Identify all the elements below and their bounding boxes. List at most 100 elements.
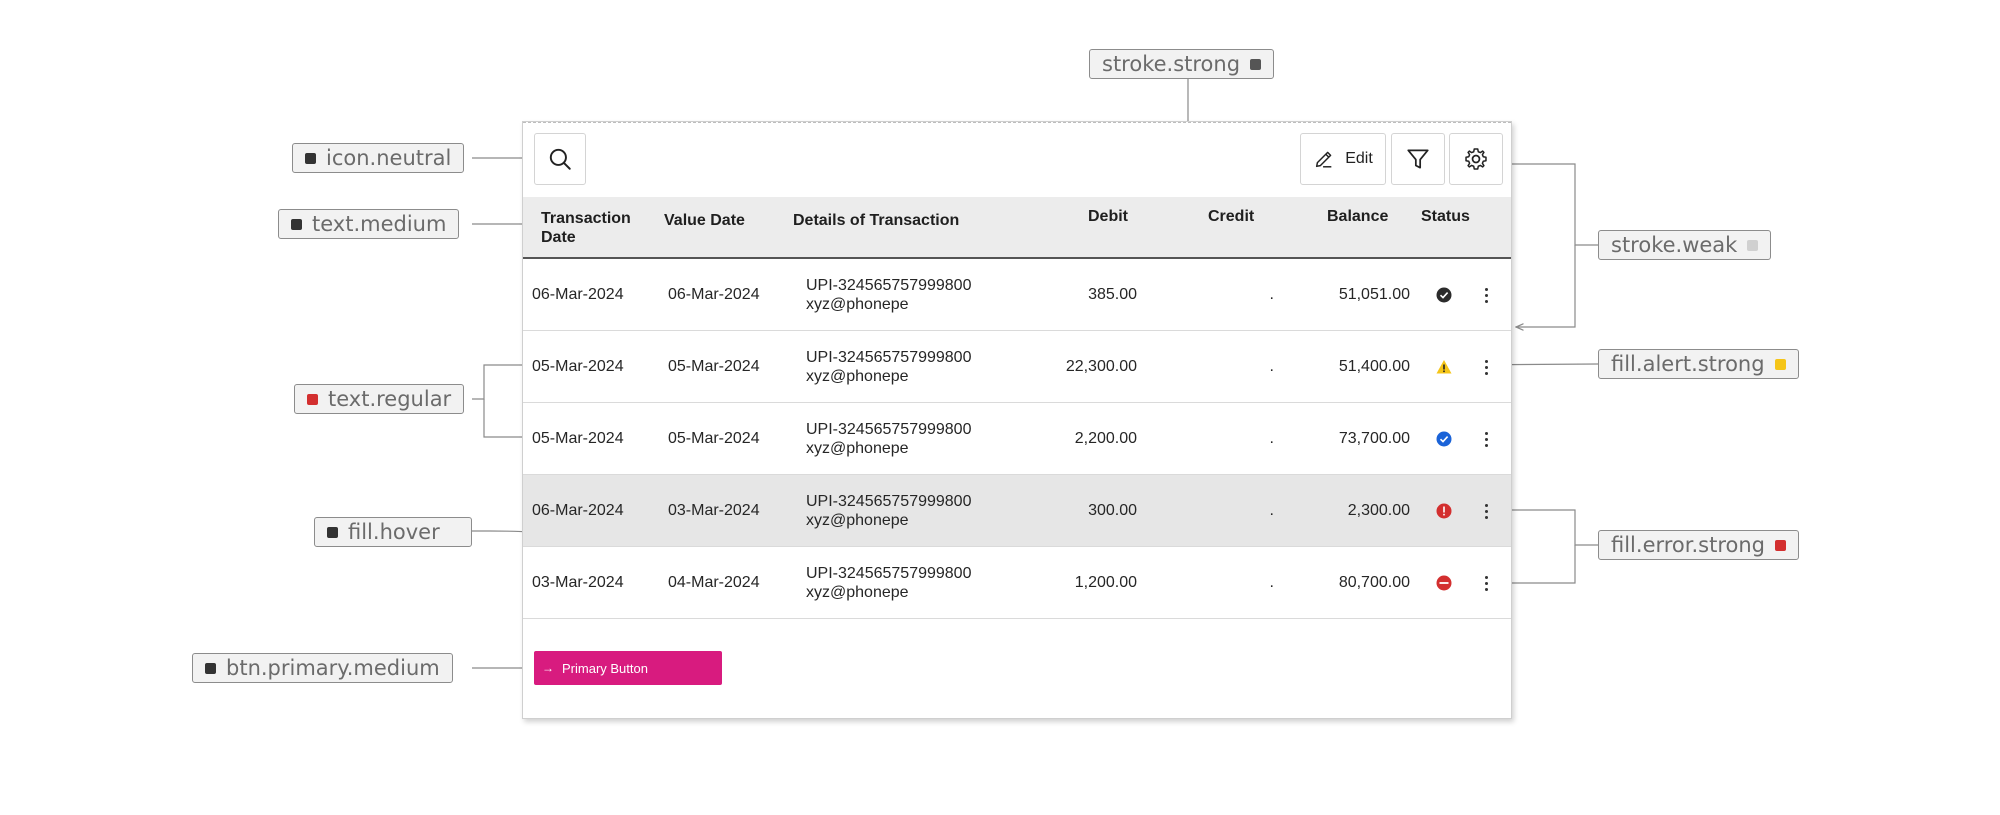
annotation-text-medium: text.medium — [278, 209, 460, 239]
annotation-label: stroke.weak — [1611, 233, 1738, 257]
transaction-ref: UPI-324565757999800 — [806, 565, 972, 582]
annotation-label: fill.hover — [348, 520, 440, 544]
transaction-ref: UPI-324565757999800 — [806, 349, 972, 366]
cell-balance: 2,300.00 — [1347, 502, 1410, 519]
header-credit[interactable]: Credit — [1208, 208, 1255, 225]
transaction-ref: UPI-324565757999800 — [806, 493, 972, 510]
swatch — [1775, 539, 1786, 551]
cell-credit: . — [1269, 286, 1274, 303]
cell-transaction-date: 06-Mar-2024 — [532, 502, 624, 519]
transaction-payee: xyz@phonepe — [806, 440, 909, 457]
cell-credit: . — [1269, 430, 1274, 447]
gear-icon — [1465, 148, 1487, 170]
cell-debit: 385.00 — [1088, 286, 1137, 303]
cell-balance: 80,700.00 — [1338, 574, 1410, 591]
cell-value-date: 05-Mar-2024 — [668, 358, 760, 375]
status-warning-icon — [1436, 360, 1452, 374]
cell-balance: 73,700.00 — [1338, 430, 1410, 447]
cell-value-date: 06-Mar-2024 — [668, 286, 760, 303]
table-row[interactable]: 05-Mar-2024 05-Mar-2024 UPI-32456575799980… — [523, 331, 1511, 403]
header-balance[interactable]: Balance — [1327, 208, 1389, 225]
header-value-date[interactable]: Value Date — [664, 212, 745, 229]
search-button[interactable] — [534, 133, 586, 185]
status-error-icon — [1436, 503, 1452, 519]
cell-credit: . — [1269, 358, 1274, 375]
annotation-fill-alert-strong: fill.alert.strong — [1598, 349, 1799, 379]
transaction-ref: UPI-324565757999800 — [806, 421, 972, 438]
cell-debit: 1,200.00 — [1074, 574, 1137, 591]
transaction-payee: xyz@phonepe — [806, 368, 909, 385]
swatch — [291, 218, 302, 230]
filter-icon — [1407, 149, 1429, 169]
swatch — [305, 152, 316, 164]
table-row[interactable]: 05-Mar-2024 05-Mar-2024 UPI-32456575799980… — [523, 403, 1511, 475]
cell-details: UPI-324565757999800 xyz@phonepe — [806, 475, 971, 547]
row-menu-icon[interactable] — [1481, 285, 1491, 305]
annotation-label: text.medium — [312, 212, 447, 236]
annotation-label: text.regular — [328, 387, 452, 411]
status-blocked-icon — [1436, 575, 1452, 591]
cell-transaction-date: 05-Mar-2024 — [532, 430, 624, 447]
primary-button[interactable]: → Primary Button — [534, 651, 722, 685]
filter-button[interactable] — [1391, 133, 1445, 185]
arrow-right-icon: → — [542, 661, 554, 675]
search-icon — [549, 148, 571, 170]
row-menu-icon[interactable] — [1481, 501, 1491, 521]
transaction-ref: UPI-324565757999800 — [806, 277, 972, 294]
row-menu-icon[interactable] — [1481, 429, 1491, 449]
swatch — [307, 393, 318, 405]
table-row[interactable]: 06-Mar-2024 03-Mar-2024 UPI-32456575799980… — [523, 475, 1511, 547]
cell-balance: 51,400.00 — [1338, 358, 1410, 375]
annotation-label: btn.primary.medium — [226, 656, 440, 680]
annotation-fill-hover: fill.hover — [314, 517, 472, 547]
cell-details: UPI-324565757999800 xyz@phonepe — [806, 259, 971, 331]
swatch — [327, 526, 338, 538]
annotation-label: fill.alert.strong — [1611, 352, 1765, 376]
card-top-border — [523, 122, 1511, 123]
cell-details: UPI-324565757999800 xyz@phonepe — [806, 403, 971, 475]
annotation-text-regular: text.regular — [294, 384, 465, 414]
annotation-stroke-strong: stroke.strong — [1089, 49, 1275, 79]
transaction-payee: xyz@phonepe — [806, 296, 909, 313]
annotation-stroke-weak: stroke.weak — [1598, 230, 1772, 260]
header-details[interactable]: Details of Transaction — [793, 212, 960, 229]
cell-value-date: 03-Mar-2024 — [668, 502, 760, 519]
header-status[interactable]: Status — [1421, 208, 1470, 225]
edit-button[interactable]: Edit — [1300, 133, 1386, 185]
annotation-icon-neutral: icon.neutral — [292, 143, 465, 173]
cell-value-date: 05-Mar-2024 — [668, 430, 760, 447]
swatch — [205, 662, 216, 674]
cell-credit: . — [1269, 574, 1274, 591]
cell-value-date: 04-Mar-2024 — [668, 574, 760, 591]
status-verified-icon — [1436, 431, 1452, 447]
cell-transaction-date: 05-Mar-2024 — [532, 358, 624, 375]
cell-debit: 300.00 — [1088, 502, 1137, 519]
table-row[interactable]: 03-Mar-2024 04-Mar-2024 UPI-32456575799980… — [523, 547, 1511, 619]
transaction-payee: xyz@phonepe — [806, 584, 909, 601]
annotation-btn-primary-medium: btn.primary.medium — [192, 653, 453, 683]
header-transaction-date[interactable]: Transaction Date — [541, 210, 631, 246]
cell-debit: 22,300.00 — [1065, 358, 1137, 375]
pencil-icon — [1316, 151, 1332, 168]
row-menu-icon[interactable] — [1481, 357, 1491, 377]
edit-label: Edit — [1345, 150, 1373, 167]
cell-credit: . — [1269, 502, 1274, 519]
cell-details: UPI-324565757999800 xyz@phonepe — [806, 547, 971, 619]
transactions-table-card: Edit Transaction Date Value Date Details… — [522, 121, 1512, 719]
header-debit[interactable]: Debit — [1088, 208, 1128, 225]
table-row[interactable]: 06-Mar-2024 06-Mar-2024 UPI-32456575799980… — [523, 259, 1511, 331]
settings-button[interactable] — [1449, 133, 1503, 185]
status-success-icon — [1436, 287, 1452, 303]
row-menu-icon[interactable] — [1481, 573, 1491, 593]
swatch — [1774, 358, 1786, 370]
cell-transaction-date: 06-Mar-2024 — [532, 286, 624, 303]
annotation-label: stroke.strong — [1102, 52, 1241, 76]
table-header: Transaction Date Value Date Details of T… — [523, 197, 1511, 259]
cell-transaction-date: 03-Mar-2024 — [532, 574, 624, 591]
annotation-label: fill.error.strong — [1611, 533, 1765, 557]
annotation-fill-error-strong: fill.error.strong — [1598, 530, 1799, 560]
swatch — [1747, 239, 1759, 251]
cell-balance: 51,051.00 — [1338, 286, 1410, 303]
transaction-payee: xyz@phonepe — [806, 512, 909, 529]
cell-details: UPI-324565757999800 xyz@phonepe — [806, 331, 971, 403]
